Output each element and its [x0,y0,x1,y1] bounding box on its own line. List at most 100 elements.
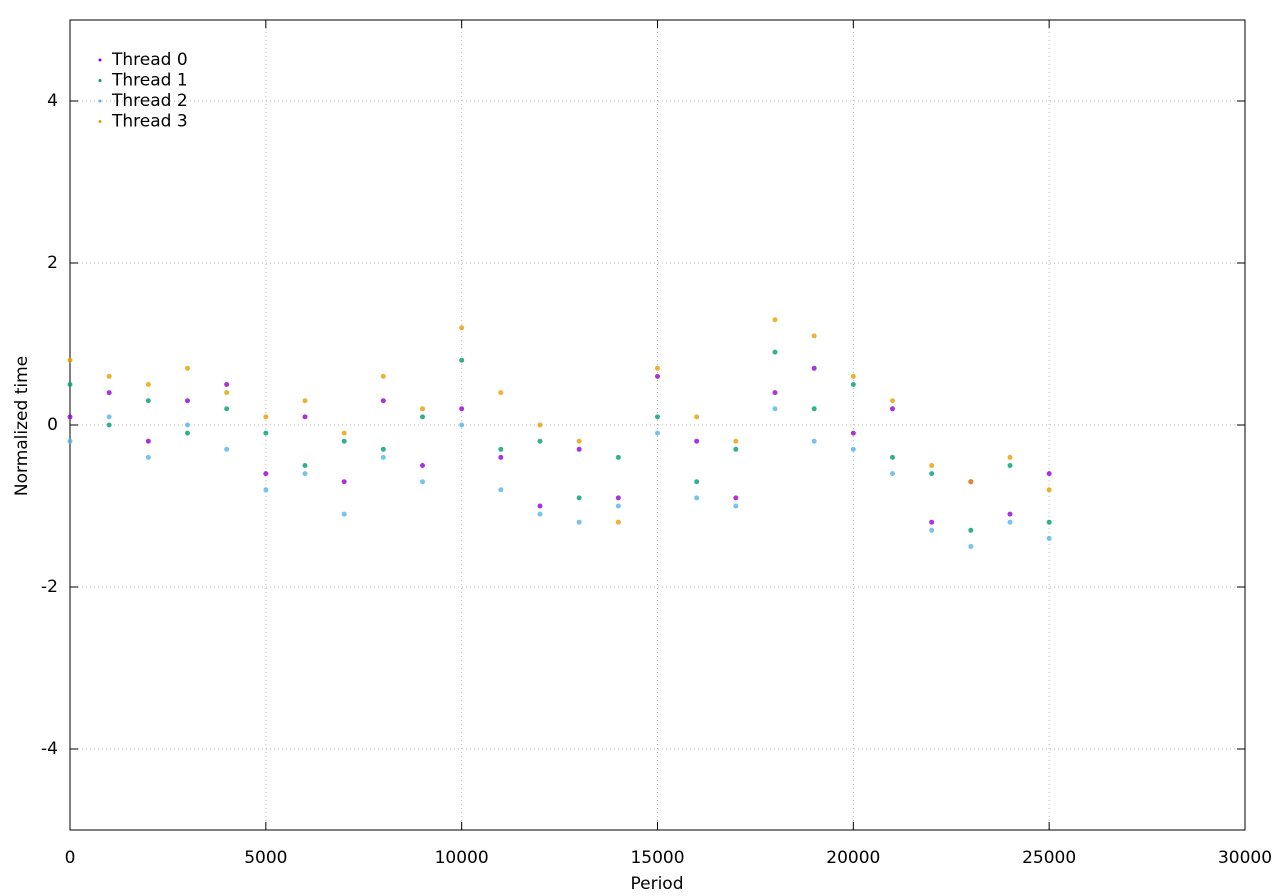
data-point [263,430,269,436]
data-point [890,471,895,477]
x-tick-label: 20000 [826,848,880,868]
data-point [655,414,660,420]
data-point [302,414,308,420]
data-point [694,414,700,420]
y-tick-label: -4 [41,739,58,759]
data-point [67,414,73,420]
data-point [576,519,582,525]
data-point [537,511,543,517]
data-point [537,422,543,428]
data-point [224,446,230,452]
data-point [459,325,465,331]
data-point [655,365,660,371]
data-point [615,454,621,460]
data-point [615,495,621,501]
data-point [1046,471,1052,477]
data-point [224,382,230,387]
legend-label: Thread 2 [111,91,188,111]
data-point [302,463,308,468]
data-point [106,422,112,428]
data-point [341,430,347,436]
data-point [145,438,151,444]
data-point [459,357,465,363]
data-point [302,471,308,477]
data-point [537,503,543,509]
data-point [850,430,856,436]
data-point [615,519,621,525]
data-point [1007,463,1013,468]
data-point [929,519,935,525]
data-point [733,503,739,509]
legend-marker [98,120,102,123]
y-tick-label: 0 [47,415,58,435]
data-point [576,495,582,501]
data-point [733,438,739,444]
data-point [145,398,151,404]
data-point [811,365,817,371]
x-tick-label: 30000 [1218,848,1272,868]
data-point [1007,511,1013,517]
data-point [498,446,504,452]
data-point [263,414,269,420]
data-point [67,438,73,444]
data-point [1007,519,1013,525]
data-point [1046,487,1052,493]
data-point [1046,519,1052,525]
data-point [968,527,974,533]
data-point [1007,454,1013,460]
legend-label: Thread 1 [111,71,188,91]
data-point [811,438,817,444]
data-point [655,373,660,379]
data-point [615,503,621,509]
data-point [929,527,935,533]
data-point [185,422,190,428]
data-point [811,406,817,412]
x-tick-label: 5000 [244,848,287,868]
data-point [498,390,504,396]
data-point [263,471,269,477]
data-point [537,438,543,444]
plot-frame [69,19,1246,831]
data-point [341,479,347,485]
y-tick-label: 2 [47,253,58,273]
data-point [420,463,425,468]
x-axis-label: Period [630,874,683,894]
data-point [380,373,386,379]
data-point [694,479,700,485]
data-point [106,414,112,420]
data-point [498,454,504,460]
data-point [380,398,386,404]
legend-marker [98,99,102,103]
data-point [890,406,895,412]
data-point [850,382,856,387]
data-point [302,398,308,404]
legend-label: Thread 0 [111,50,188,70]
data-point [655,430,660,436]
y-axis-label: Normalized time [12,356,32,496]
data-point [498,487,504,493]
data-point [968,479,974,485]
data-point [850,373,856,379]
x-tick-label: 10000 [435,848,489,868]
data-point [811,333,817,339]
x-tick-label: 0 [65,848,76,868]
y-tick-label: -2 [41,577,58,597]
data-point [733,446,739,452]
data-point [850,446,856,452]
data-point [67,357,73,363]
data-point [263,487,269,493]
data-point [1046,535,1052,541]
data-point [185,430,190,436]
data-point [380,446,386,452]
data-point [185,398,190,404]
data-point [459,422,465,428]
legend-label: Thread 3 [111,112,188,132]
data-point [694,438,700,444]
data-point [67,382,73,387]
data-point [733,495,739,501]
data-point [224,390,230,396]
data-point [106,390,112,396]
x-tick-label: 25000 [1022,848,1076,868]
legend-marker [98,58,102,62]
